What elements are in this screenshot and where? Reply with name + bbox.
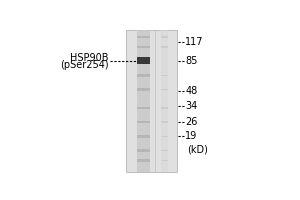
- Bar: [161, 75, 168, 76]
- Text: (pSer254): (pSer254): [60, 60, 108, 70]
- Bar: [137, 74, 150, 77]
- Bar: [137, 149, 150, 152]
- Bar: [137, 107, 150, 109]
- Bar: [137, 46, 150, 48]
- Bar: [137, 30, 150, 172]
- Text: (kD): (kD): [188, 145, 208, 155]
- Bar: [161, 150, 168, 151]
- Bar: [137, 135, 150, 138]
- Text: 26: 26: [185, 117, 197, 127]
- Text: HSP90B: HSP90B: [70, 53, 108, 63]
- Bar: [161, 46, 168, 48]
- Text: 48: 48: [185, 86, 197, 96]
- Bar: [161, 30, 168, 172]
- Bar: [137, 36, 150, 38]
- Bar: [161, 136, 168, 137]
- Text: 19: 19: [185, 131, 197, 141]
- Text: 34: 34: [185, 101, 197, 111]
- Bar: [161, 160, 168, 161]
- Bar: [126, 30, 177, 172]
- Bar: [161, 89, 168, 90]
- Text: 117: 117: [185, 37, 204, 47]
- Bar: [161, 107, 168, 109]
- Text: 85: 85: [185, 56, 197, 66]
- Bar: [161, 121, 168, 123]
- Bar: [137, 57, 150, 64]
- Bar: [137, 121, 150, 123]
- Bar: [161, 36, 168, 38]
- Bar: [137, 88, 150, 91]
- Bar: [137, 159, 150, 162]
